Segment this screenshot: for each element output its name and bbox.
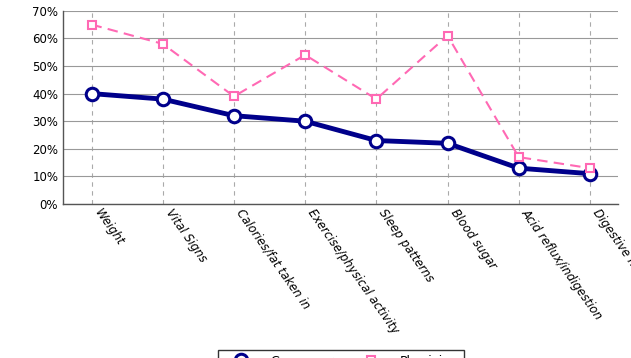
Physician [372, 97, 380, 101]
Consumer [88, 91, 95, 96]
Physician [88, 23, 95, 27]
Legend: Consumer, Physician: Consumer, Physician [218, 349, 464, 358]
Line: Consumer: Consumer [85, 87, 596, 180]
Consumer [586, 171, 594, 176]
Physician [444, 33, 451, 38]
Line: Physician: Physician [88, 20, 594, 172]
Consumer [444, 141, 451, 145]
Physician [230, 94, 238, 98]
Consumer [159, 97, 167, 101]
Physician [159, 42, 167, 46]
Physician [515, 155, 522, 159]
Physician [302, 53, 309, 57]
Consumer [302, 119, 309, 124]
Consumer [230, 113, 238, 118]
Physician [586, 166, 594, 170]
Consumer [515, 166, 522, 170]
Consumer [372, 139, 380, 143]
